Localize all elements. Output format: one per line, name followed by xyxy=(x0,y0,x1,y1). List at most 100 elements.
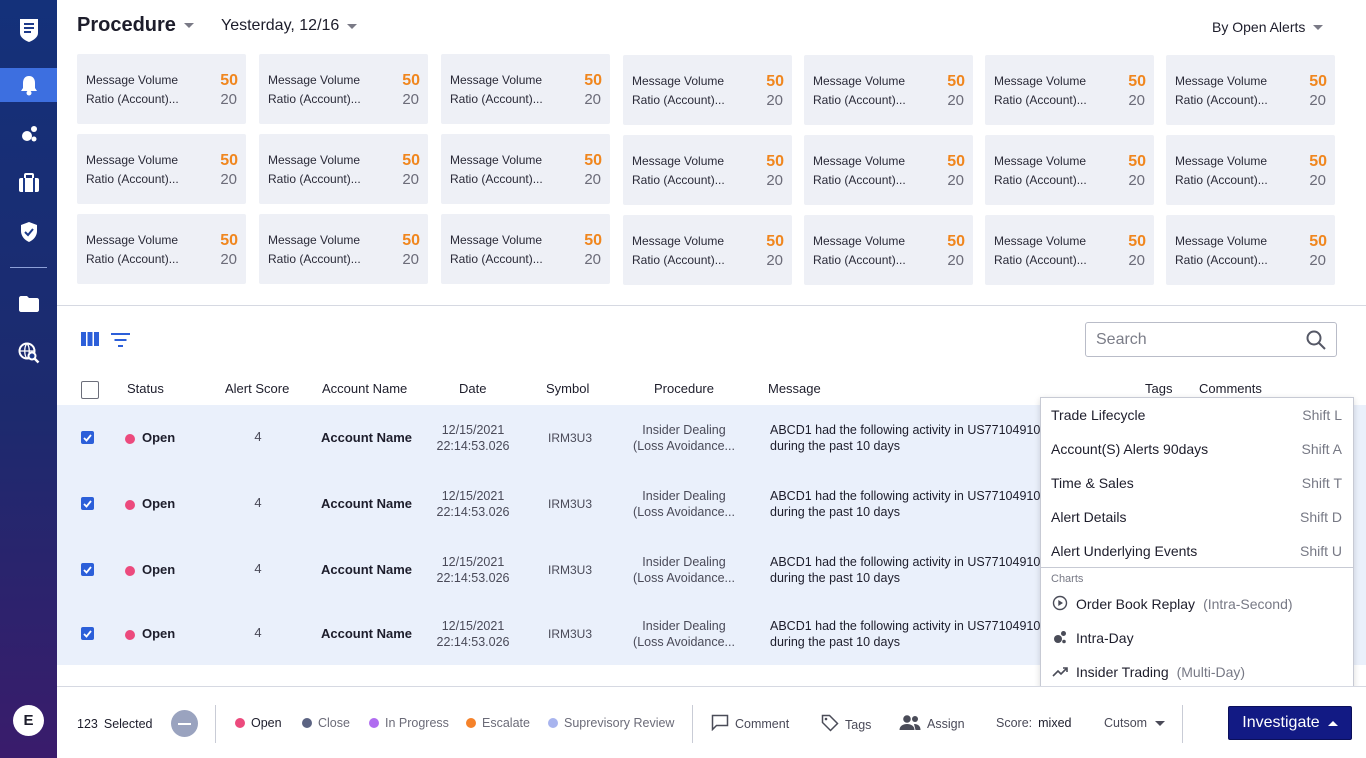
procedure-cell: Insider Dealing (Loss Avoidance... xyxy=(628,422,740,454)
deselect-all-button[interactable] xyxy=(171,710,198,737)
play-circle-icon xyxy=(1052,595,1068,614)
column-header-tags[interactable]: Tags xyxy=(1145,381,1173,396)
card-title: Message Volume Ratio (Account)... xyxy=(994,152,1112,190)
column-header-procedure[interactable]: Procedure xyxy=(654,381,714,396)
message-line2: during the past 10 days xyxy=(770,571,900,585)
row-checkbox[interactable] xyxy=(81,563,94,576)
column-header-message[interactable]: Message xyxy=(768,381,821,396)
procedure-card[interactable]: Message Volume Ratio (Account)... 50 20 xyxy=(985,55,1154,125)
score-value: mixed xyxy=(1038,716,1072,730)
select-all-checkbox[interactable] xyxy=(81,381,99,399)
card-title-line2: Ratio (Account)... xyxy=(450,172,543,186)
row-checkbox[interactable] xyxy=(81,627,94,640)
assign-button[interactable]: Assign xyxy=(899,714,965,734)
procedure-card[interactable]: Message Volume Ratio (Account)... 50 20 xyxy=(259,214,428,284)
procedure-card[interactable]: Message Volume Ratio (Account)... 50 20 xyxy=(441,214,610,284)
logo-icon[interactable] xyxy=(0,13,57,47)
card-title: Message Volume Ratio (Account)... xyxy=(268,231,386,269)
procedure-card[interactable]: Message Volume Ratio (Account)... 50 20 xyxy=(441,54,610,124)
card-title: Message Volume Ratio (Account)... xyxy=(813,72,931,110)
briefcase-icon[interactable] xyxy=(0,166,57,200)
bottom-divider xyxy=(692,705,693,743)
folder-icon[interactable] xyxy=(0,287,57,321)
menu-item-label: Alert Details xyxy=(1051,509,1127,525)
custom-dropdown[interactable]: Cutsom xyxy=(1104,716,1166,730)
search-input[interactable] xyxy=(1096,330,1296,350)
procedure-cell: Insider Dealing (Loss Avoidance... xyxy=(628,554,740,586)
search-icon[interactable] xyxy=(1306,330,1326,355)
avatar[interactable]: E xyxy=(13,705,44,736)
card-total-count: 20 xyxy=(220,251,237,268)
procedure-card[interactable]: Message Volume Ratio (Account)... 50 20 xyxy=(985,135,1154,205)
procedure-cell: Insider Dealing (Loss Avoidance... xyxy=(628,618,740,650)
row-checkbox[interactable] xyxy=(81,431,94,444)
procedure-card[interactable]: Message Volume Ratio (Account)... 50 20 xyxy=(1166,135,1335,205)
procedure-card[interactable]: Message Volume Ratio (Account)... 50 20 xyxy=(985,215,1154,285)
tags-button[interactable]: Tags xyxy=(821,714,871,735)
message-line1: ABCD1 had the following activity in US77… xyxy=(770,619,1040,633)
network-icon[interactable] xyxy=(0,117,57,151)
procedure-card[interactable]: Message Volume Ratio (Account)... 50 20 xyxy=(623,215,792,285)
procedure-dropdown[interactable]: Procedure xyxy=(77,14,194,37)
legend-escalate[interactable]: Escalate xyxy=(466,716,530,730)
card-title-line1: Message Volume xyxy=(450,153,543,167)
procedure-card[interactable]: Message Volume Ratio (Account)... 50 20 xyxy=(259,134,428,204)
row-checkbox[interactable] xyxy=(81,497,94,510)
procedure-card[interactable]: Message Volume Ratio (Account)... 50 20 xyxy=(804,215,973,285)
card-title-line2: Ratio (Account)... xyxy=(268,252,361,266)
procedure-card[interactable]: Message Volume Ratio (Account)... 50 20 xyxy=(1166,55,1335,125)
procedure-card[interactable]: Message Volume Ratio (Account)... 50 20 xyxy=(623,55,792,125)
column-header-account-name[interactable]: Account Name xyxy=(322,381,408,396)
filter-icon[interactable] xyxy=(111,333,130,352)
column-header-alert-score[interactable]: Alert Score xyxy=(225,381,290,396)
menu-item-alert-details[interactable]: Alert Details Shift D xyxy=(1041,500,1353,534)
card-total-count: 20 xyxy=(947,172,964,189)
status-text: Open xyxy=(142,626,176,641)
legend-in-progress[interactable]: In Progress xyxy=(369,716,449,730)
card-title-line1: Message Volume xyxy=(813,234,906,248)
menu-item-intra-day[interactable]: Intra-Day xyxy=(1041,621,1353,655)
account-name: Account Name xyxy=(321,562,413,577)
procedure-card[interactable]: Message Volume Ratio (Account)... 50 20 xyxy=(77,134,246,204)
menu-item-shortcut: Shift A xyxy=(1301,441,1342,457)
bell-icon[interactable] xyxy=(0,68,57,102)
menu-item-alert-underlying-events[interactable]: Alert Underlying Events Shift U xyxy=(1041,534,1353,568)
legend-close[interactable]: Close xyxy=(302,716,350,730)
procedure-card[interactable]: Message Volume Ratio (Account)... 50 20 xyxy=(1166,215,1335,285)
message-cell: ABCD1 had the following activity in US77… xyxy=(770,618,1040,650)
investigate-button[interactable]: Investigate xyxy=(1228,706,1352,740)
sort-dropdown[interactable]: By Open Alerts xyxy=(1212,19,1324,35)
procedure-card[interactable]: Message Volume Ratio (Account)... 50 20 xyxy=(77,214,246,284)
procedure-card[interactable]: Message Volume Ratio (Account)... 50 20 xyxy=(804,55,973,125)
procedure-card[interactable]: Message Volume Ratio (Account)... 50 20 xyxy=(77,54,246,124)
menu-item-time-sales[interactable]: Time & Sales Shift T xyxy=(1041,466,1353,500)
comment-button[interactable]: Comment xyxy=(711,714,789,734)
card-title-line1: Message Volume xyxy=(268,153,361,167)
date-dropdown[interactable]: Yesterday, 12/16 xyxy=(221,17,358,35)
card-open-count: 50 xyxy=(584,232,602,249)
columns-icon[interactable] xyxy=(81,332,99,351)
globe-search-icon[interactable] xyxy=(0,336,57,370)
procedure-card[interactable]: Message Volume Ratio (Account)... 50 20 xyxy=(259,54,428,124)
menu-item-account-alerts[interactable]: Account(S) Alerts 90days Shift A xyxy=(1041,432,1353,466)
column-header-date[interactable]: Date xyxy=(459,381,487,396)
menu-item-order-book-replay[interactable]: Order Book Replay (Intra-Second) xyxy=(1041,587,1353,621)
card-total-count: 20 xyxy=(1128,172,1145,189)
legend-open[interactable]: Open xyxy=(235,716,282,730)
procedure-card[interactable]: Message Volume Ratio (Account)... 50 20 xyxy=(804,135,973,205)
procedure-card[interactable]: Message Volume Ratio (Account)... 50 20 xyxy=(441,134,610,204)
menu-item-insider-trading[interactable]: Insider Trading (Multi-Day) xyxy=(1041,655,1353,689)
card-open-count: 50 xyxy=(402,232,420,249)
card-title: Message Volume Ratio (Account)... xyxy=(1175,152,1293,190)
shield-icon[interactable] xyxy=(0,215,57,249)
menu-item-trade-lifecycle[interactable]: Trade Lifecycle Shift L xyxy=(1041,398,1353,432)
sidebar: E xyxy=(0,0,57,758)
legend-supervisory-review[interactable]: Suprevisory Review xyxy=(548,716,674,730)
column-header-status[interactable]: Status xyxy=(127,381,164,396)
card-title: Message Volume Ratio (Account)... xyxy=(268,151,386,189)
column-header-symbol[interactable]: Symbol xyxy=(546,381,590,396)
column-header-comments[interactable]: Comments xyxy=(1199,381,1262,396)
procedure-card[interactable]: Message Volume Ratio (Account)... 50 20 xyxy=(623,135,792,205)
card-open-count: 50 xyxy=(947,233,965,250)
